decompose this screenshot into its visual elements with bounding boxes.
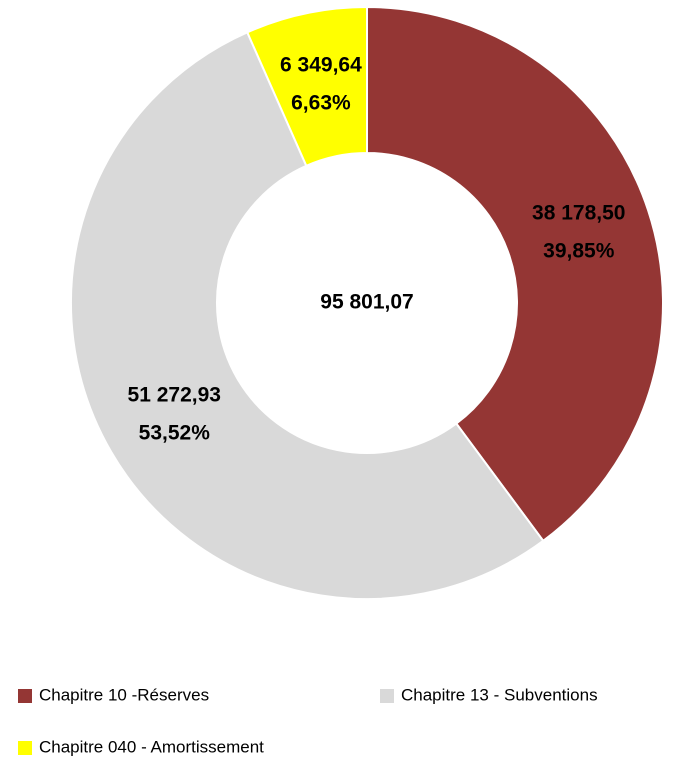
data-label: 6 349,64 xyxy=(280,53,362,76)
data-label: 38 178,50 xyxy=(532,202,625,225)
percent-label: 6,63% xyxy=(291,91,351,114)
center-total: 95 801,07 xyxy=(320,291,413,314)
percent-label: 53,52% xyxy=(139,422,211,445)
legend-label: Chapitre 10 -Réserves xyxy=(39,685,209,704)
legend-label: Chapitre 13 - Subventions xyxy=(401,685,598,704)
data-label: 51 272,93 xyxy=(128,384,221,407)
legend-label: Chapitre 040 - Amortissement xyxy=(39,737,264,756)
legend-swatch xyxy=(18,741,32,755)
legend-swatch xyxy=(18,689,32,703)
percent-label: 39,85% xyxy=(543,240,615,263)
donut-slice xyxy=(245,5,368,168)
legend-swatch xyxy=(380,689,394,703)
donut-slice xyxy=(366,5,664,543)
donut-slice xyxy=(70,30,545,600)
